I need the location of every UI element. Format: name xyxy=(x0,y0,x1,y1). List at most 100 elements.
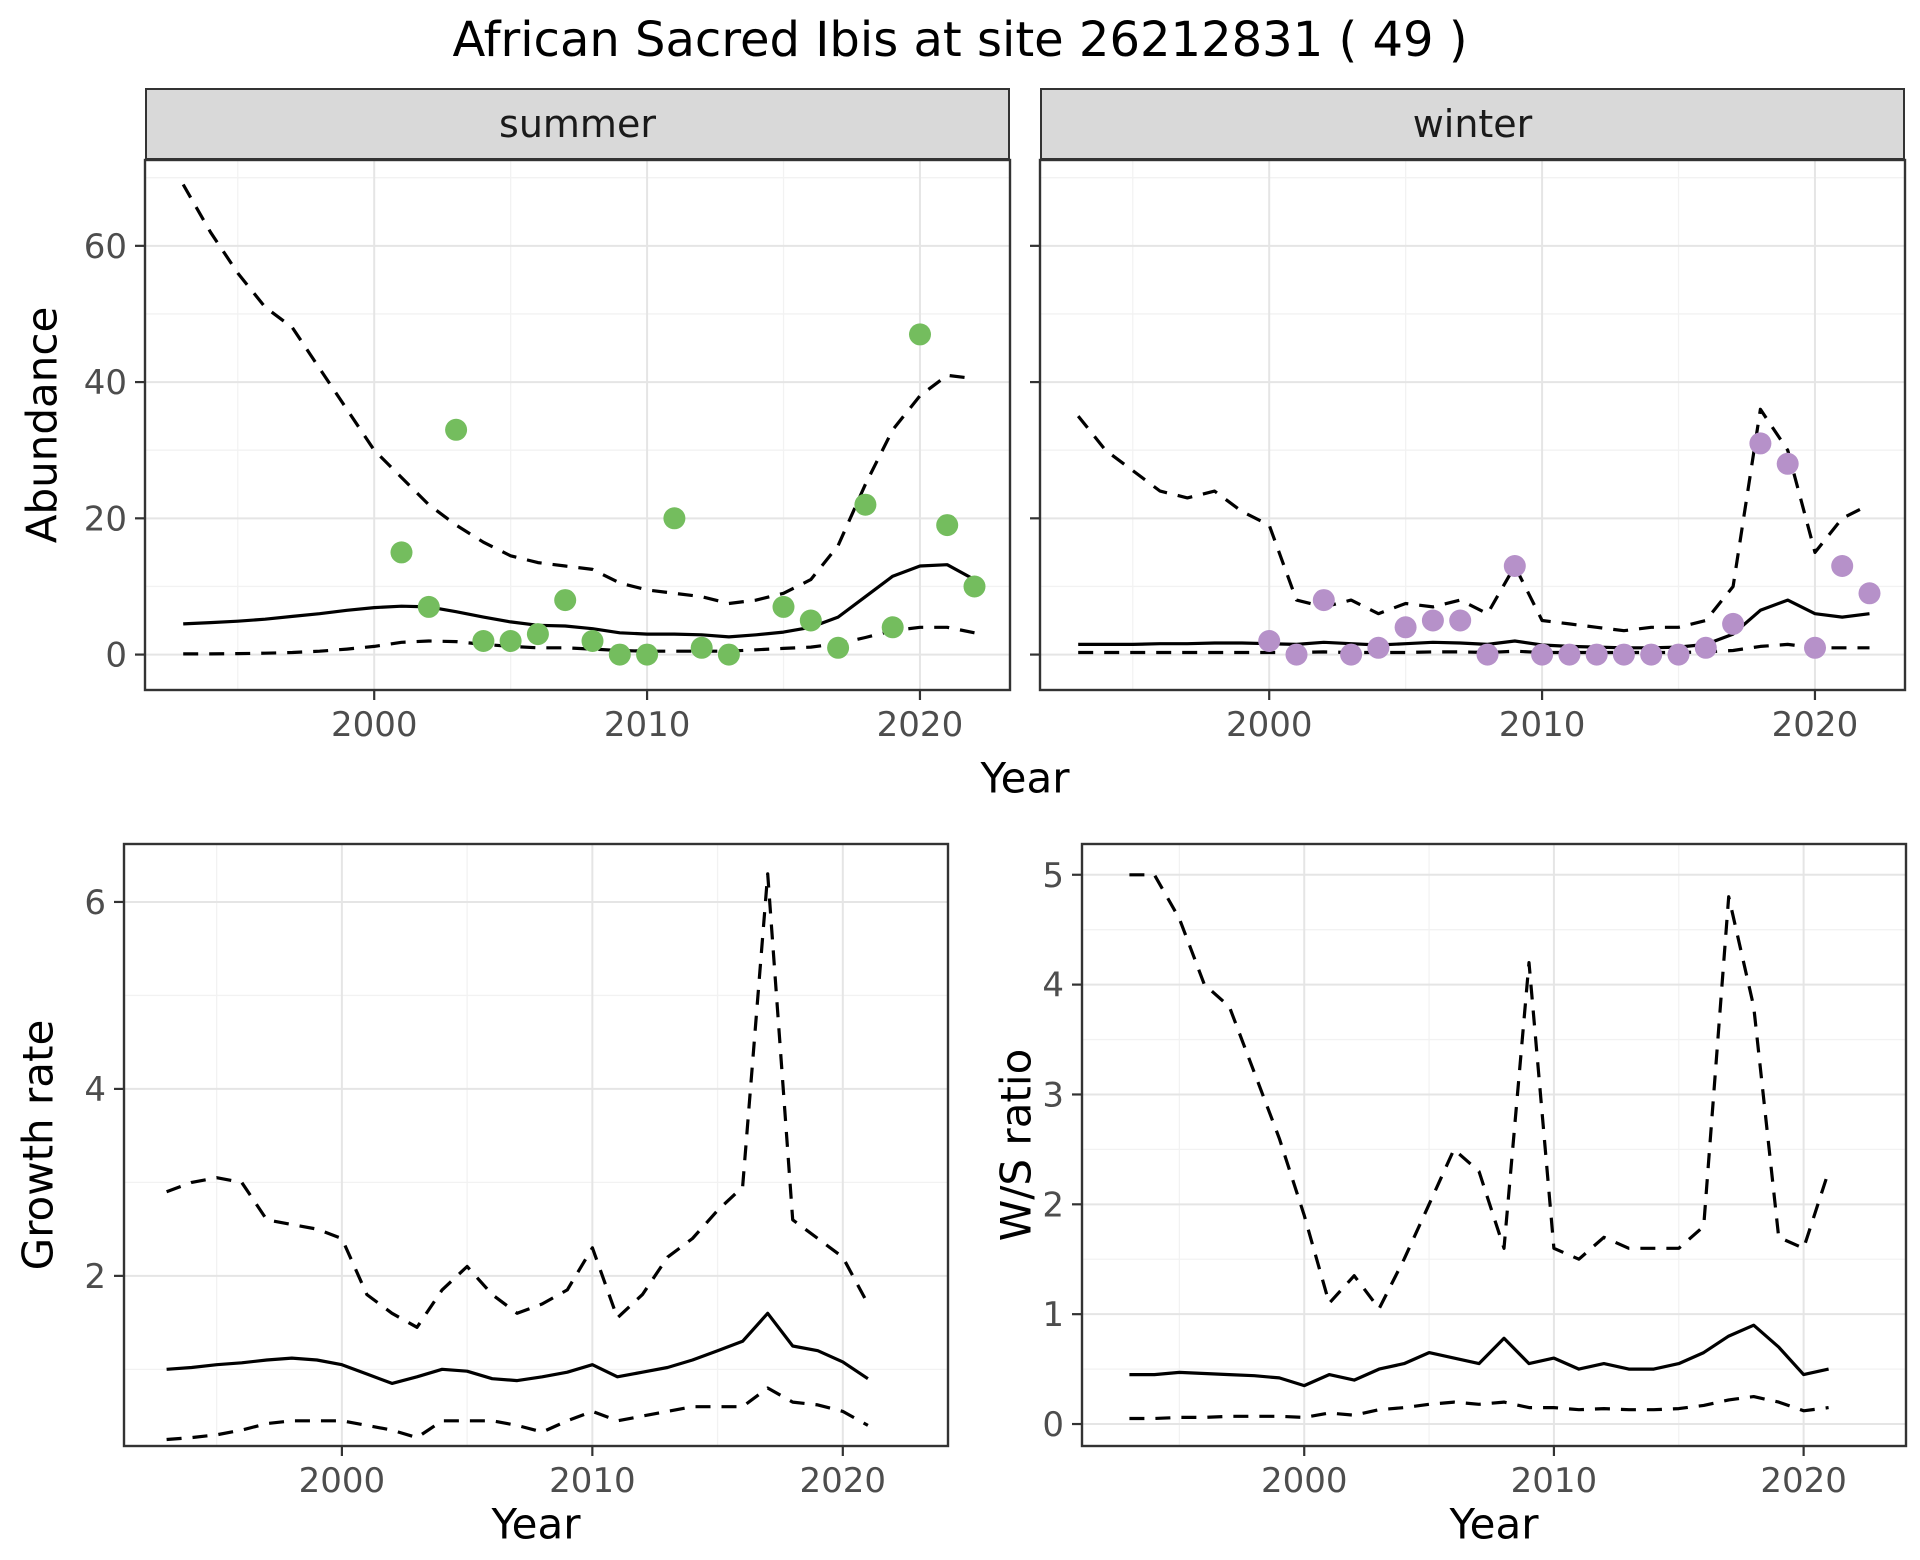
observation-point xyxy=(1804,636,1826,659)
observation-point xyxy=(936,514,959,537)
observation-point xyxy=(690,636,713,659)
observation-point xyxy=(1258,630,1281,652)
observation-point xyxy=(1285,643,1308,666)
observation-point xyxy=(1558,643,1581,666)
observation-point xyxy=(581,630,604,652)
observation-point xyxy=(636,643,659,666)
observation-point xyxy=(772,595,795,618)
panel-border xyxy=(143,158,1012,692)
abundance-summer-observed-points xyxy=(390,323,986,666)
y-tick-label: 0 xyxy=(1042,1405,1064,1445)
x-tick-label: 2020 xyxy=(877,705,964,745)
abundance-axis-label: Abundance xyxy=(17,306,67,544)
ws-ratio-lower_ci-line xyxy=(1129,1394,1829,1421)
observation-point xyxy=(827,636,850,659)
y-tick-label: 40 xyxy=(84,363,127,403)
y-tick-label: 2 xyxy=(84,1257,106,1297)
gridlines-ws-ratio xyxy=(1082,844,1906,1446)
panel-background xyxy=(1040,160,1905,690)
observation-point xyxy=(554,589,577,612)
abundance-summer-upper_ci-line xyxy=(181,183,975,606)
observation-point xyxy=(1340,643,1363,666)
ws-ratio-upper_ci-line xyxy=(1129,873,1831,1311)
observation-point xyxy=(1858,582,1881,605)
x-tick-label: 2020 xyxy=(800,1461,887,1501)
panel-ws-ratio: 2000 2010 2020 0 1 2 3 4 5 xyxy=(1042,842,1908,1501)
y-tick-label: 5 xyxy=(1042,856,1064,896)
observation-point xyxy=(881,616,904,639)
observation-point xyxy=(1640,643,1663,666)
y-tick-label: 60 xyxy=(84,227,127,267)
abundance-winter-lower_ci-line xyxy=(1078,642,1870,655)
growth-rate-lower_ci-line xyxy=(166,1386,869,1442)
observation-point xyxy=(963,575,986,598)
observation-point xyxy=(445,418,468,441)
x-tick-label: 2020 xyxy=(1760,1461,1847,1501)
y-tick-label: 4 xyxy=(1042,966,1064,1006)
observation-point xyxy=(390,541,413,564)
panel-border xyxy=(1080,842,1908,1448)
x-tick-label: 2020 xyxy=(1772,705,1859,745)
y-tick-label: 20 xyxy=(84,499,127,539)
observation-point xyxy=(526,623,549,646)
observation-point xyxy=(472,630,495,652)
y-tick-label: 1 xyxy=(1042,1295,1064,1335)
observation-point xyxy=(1312,589,1335,612)
facet-label-winter: winter xyxy=(1412,102,1533,146)
observation-point xyxy=(1476,643,1499,666)
observation-point xyxy=(1831,555,1854,577)
panel-growth-rate: 2000 2010 2020 2 4 6 xyxy=(84,842,950,1501)
x-tick-label: 2000 xyxy=(1261,1461,1348,1501)
observation-point xyxy=(1585,643,1608,666)
observation-point xyxy=(608,643,631,666)
axis-ticks-ws-ratio: 2000 2010 2020 0 1 2 3 4 5 xyxy=(1042,856,1847,1501)
panel-background xyxy=(124,844,948,1446)
facet-strip-winter: winter xyxy=(1040,88,1905,160)
axis-ticks-growth-rate: 2000 2010 2020 2 4 6 xyxy=(84,883,886,1501)
panel-abundance-winter: 2000 2010 2020 xyxy=(1030,158,1907,745)
x-tick-label: 2010 xyxy=(1499,705,1586,745)
axis-ticks-abundance-summer: 2000 2010 2020 0 20 40 60 xyxy=(84,227,963,745)
observation-point xyxy=(909,323,931,346)
observation-point xyxy=(1749,432,1772,455)
observation-point xyxy=(1694,636,1717,659)
observation-point xyxy=(1394,616,1417,639)
x-tick-label: 2000 xyxy=(331,705,418,745)
y-tick-label: 2 xyxy=(1042,1185,1064,1225)
y-tick-label: 3 xyxy=(1042,1075,1064,1115)
y-tick-label: 0 xyxy=(105,636,127,676)
observation-point xyxy=(799,609,822,632)
abundance-winter-upper_ci-line xyxy=(1076,407,1871,633)
gridlines-abundance-summer xyxy=(145,160,1010,690)
bottom-left-year-axis-label: Year xyxy=(491,1499,581,1549)
gridlines-growth-rate xyxy=(124,844,948,1446)
observation-point xyxy=(1722,612,1745,635)
x-tick-label: 2000 xyxy=(1226,705,1313,745)
panel-background xyxy=(1082,844,1906,1446)
observation-point xyxy=(417,595,440,618)
ws-ratio-fit-line xyxy=(1129,1323,1829,1388)
facet-label-summer: summer xyxy=(499,102,656,146)
observation-point xyxy=(1367,636,1390,659)
y-tick-label: 4 xyxy=(84,1070,106,1110)
abundance-summer-fit-line xyxy=(183,563,976,639)
chart-title: African Sacred Ibis at site 26212831 ( 4… xyxy=(452,12,1468,68)
bottom-right-year-axis-label: Year xyxy=(1449,1499,1539,1549)
panel-background xyxy=(145,160,1010,690)
ws-ratio-axis-label: W/S ratio xyxy=(991,1048,1041,1242)
observation-point xyxy=(1449,609,1472,632)
observation-point xyxy=(1776,452,1799,475)
panel-border xyxy=(122,842,950,1448)
facet-strip-summer: summer xyxy=(145,88,1010,160)
growth-rate-upper_ci-line xyxy=(166,872,870,1329)
observation-point xyxy=(499,630,522,652)
observation-point xyxy=(1503,555,1526,577)
axis-ticks-abundance-winter: 2000 2010 2020 xyxy=(1030,244,1859,745)
observation-point xyxy=(1612,643,1635,666)
observation-point xyxy=(854,493,877,516)
growth-rate-fit-line xyxy=(166,1311,869,1386)
gridlines-abundance-winter xyxy=(1040,160,1905,690)
x-tick-label: 2010 xyxy=(604,705,691,745)
